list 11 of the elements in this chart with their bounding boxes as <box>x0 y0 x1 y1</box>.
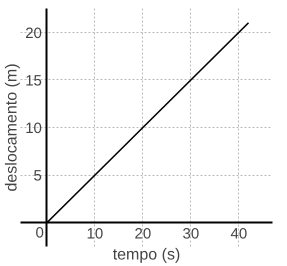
x-axis-title: tempo (s) <box>112 246 180 264</box>
y-axis-title: deslocamento (m) <box>4 63 20 192</box>
x-tick-label: 10 <box>86 226 104 243</box>
x-tick-label: 20 <box>134 226 152 243</box>
y-tick-label: 10 <box>25 120 42 137</box>
x-tick-label: 40 <box>230 226 248 243</box>
y-tick-label: 15 <box>25 72 42 90</box>
x-tick-label: 30 <box>182 226 200 243</box>
y-tick-label: 5 <box>34 168 42 185</box>
y-tick-label: 20 <box>25 24 42 42</box>
x-tick-label: 0 <box>36 224 44 242</box>
